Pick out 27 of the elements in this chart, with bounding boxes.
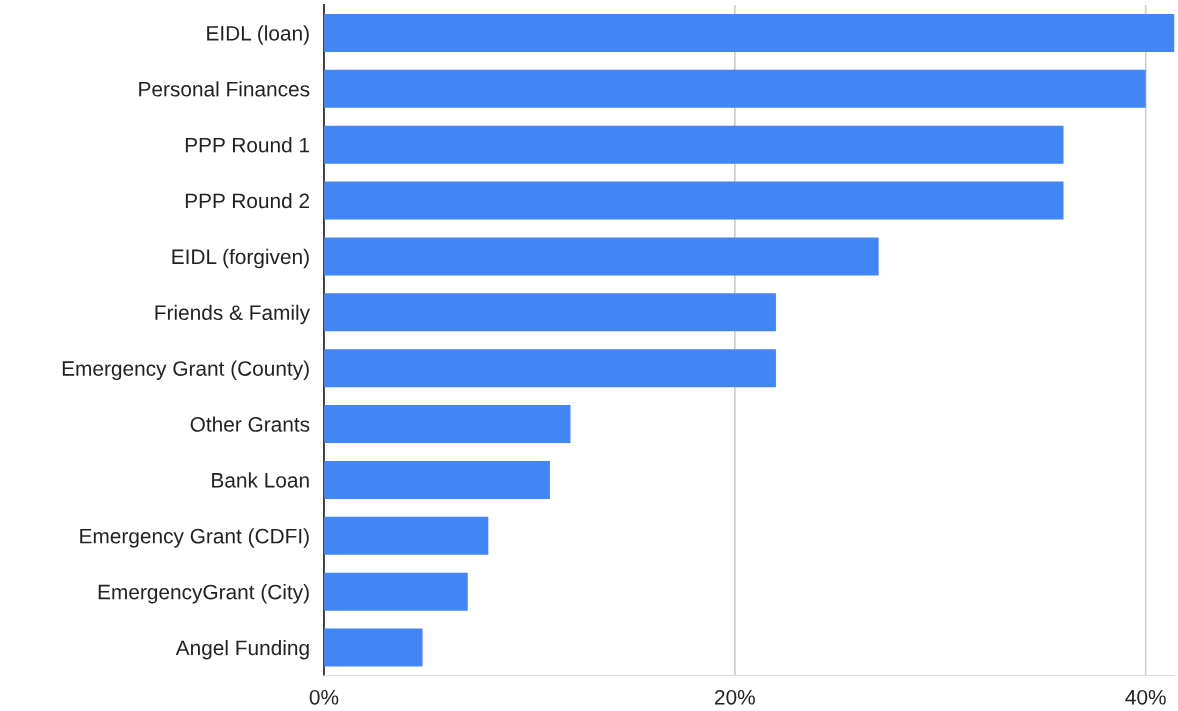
- x-tick-label: 40%: [1125, 689, 1166, 705]
- bar: [323, 516, 489, 555]
- x-tick-label: 0%: [309, 689, 339, 705]
- bar: [323, 460, 550, 499]
- y-tick-label: EIDL (loan): [207, 25, 309, 45]
- x-tick-label: 20%: [715, 689, 755, 705]
- bar: [323, 572, 468, 611]
- y-tick-label: EmergencyGrant (City): [98, 584, 309, 604]
- y-tick-label: Emergency Grant (County): [62, 360, 309, 381]
- bar: [323, 293, 776, 332]
- y-tick-label: PPP Round 1: [185, 137, 310, 153]
- bar: [323, 181, 1064, 220]
- y-tick-label: Other Grants: [190, 416, 310, 432]
- y-tick-label: Angel Funding: [175, 639, 309, 660]
- y-tick-label: Emergency Grant (CDFI): [80, 528, 309, 548]
- bar: [323, 69, 1146, 108]
- bar: [323, 125, 1064, 164]
- bar: [323, 237, 879, 276]
- bar: [323, 349, 776, 388]
- y-tick-label: EIDL (forgiven): [172, 248, 309, 269]
- y-tick-label: Personal Finances: [139, 81, 310, 97]
- y-tick-label: PPP Round 2: [185, 192, 310, 209]
- bar: [323, 405, 571, 444]
- bar: [323, 628, 423, 667]
- bar: [323, 13, 1175, 52]
- y-tick-label: Bank Loan: [212, 472, 309, 488]
- y-tick-label: Friends & Family: [155, 304, 311, 325]
